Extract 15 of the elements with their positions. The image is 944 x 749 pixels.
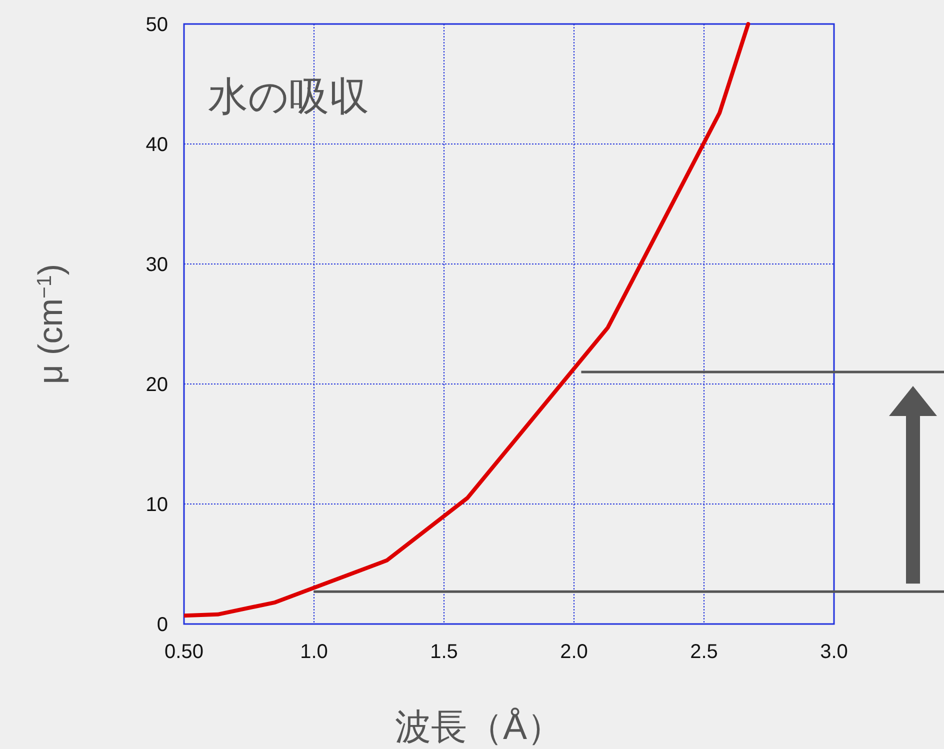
x-tick-label: 3.0 — [820, 641, 848, 663]
x-tick-label: 0.50 — [164, 641, 204, 663]
y-tick-label: 20 — [146, 374, 168, 396]
y-tick-label: 40 — [146, 134, 168, 156]
x-tick-label: 1.5 — [430, 641, 458, 663]
line-series — [184, 22, 750, 618]
y-tick-label: 50 — [146, 14, 168, 36]
x-tick-label: 1.0 — [300, 641, 328, 663]
y-tick-label: 10 — [146, 494, 168, 516]
x-tick-label: 2.0 — [560, 641, 588, 663]
text: 水の吸収 — [208, 75, 369, 119]
y-tick-label: 0 — [156, 614, 168, 636]
y-tick-label: 30 — [146, 254, 168, 276]
x-tick-label: 2.5 — [690, 641, 718, 663]
x-axis-title: 波長（Å） — [394, 706, 564, 747]
